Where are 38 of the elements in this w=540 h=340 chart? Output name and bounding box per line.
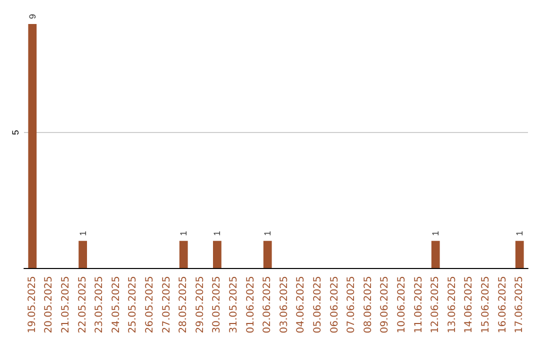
x-tick-label: 28.05.2025 [178,276,190,334]
data-label: 1 [178,230,189,236]
x-tick-label: 20.05.2025 [44,276,55,334]
x-tick-label: 13.06.2025 [446,276,458,334]
data-label: 1 [78,230,88,236]
x-tick-label: 16.06.2025 [497,276,508,334]
x-tick-label: 11.06.2025 [413,276,424,334]
x-tick-label: 31.05.2025 [228,276,240,334]
x-tick-label: 10.06.2025 [396,276,408,334]
data-label: 1 [212,230,222,236]
x-tick-label: 02.06.2025 [262,276,274,334]
x-tick-label: 12.06.2025 [430,276,442,334]
y-tick-label: 5 [10,130,20,135]
x-tick-label: 26.05.2025 [144,276,156,334]
x-tick-label: 19.05.2025 [26,276,38,334]
data-label: 1 [430,230,441,236]
x-tick-label: 23.05.2025 [94,276,106,334]
data-label: 1 [262,230,273,236]
x-tick-label: 24.05.2025 [110,276,122,334]
x-tick-label: 08.06.2025 [362,276,374,334]
x-tick-label: 01.06.2025 [245,276,256,334]
data-label: 9 [27,14,38,19]
x-tick-label: 25.05.2025 [128,276,139,334]
x-tick-label: 15.06.2025 [480,276,492,334]
x-tick-label: 05.06.2025 [312,276,324,334]
x-tick-label: 09.06.2025 [380,276,391,334]
x-tick-label: 04.06.2025 [296,276,307,334]
x-tick-label: 21.05.2025 [60,276,72,334]
x-tick-label: 29.05.2025 [194,276,206,334]
x-tick-label: 06.06.2025 [329,276,340,334]
x-tick-label: 14.06.2025 [464,276,475,334]
x-tick-label: 30.05.2025 [212,276,223,334]
x-tick-label: 27.05.2025 [161,276,172,334]
data-label: 1 [514,230,525,236]
x-tick-label: 03.06.2025 [278,276,290,334]
x-tick-label: 07.06.2025 [346,276,358,334]
x-tick-label: 17.06.2025 [514,276,526,334]
x-tick-label: 22.05.2025 [77,276,88,334]
